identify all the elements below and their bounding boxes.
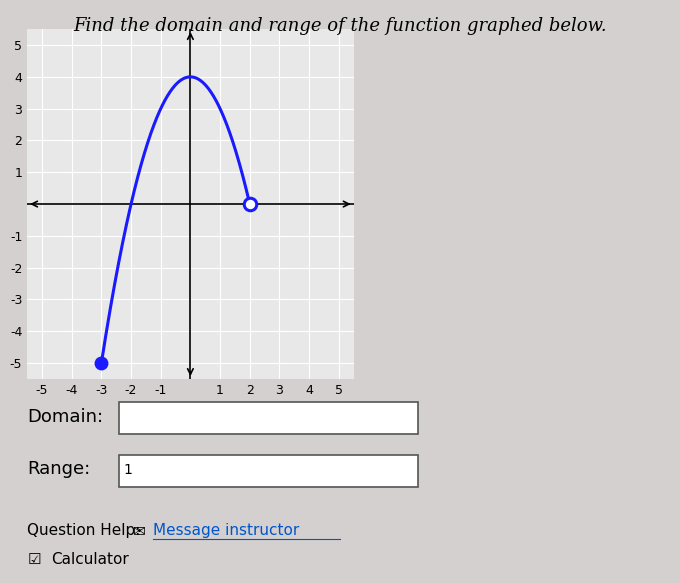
Text: Calculator: Calculator [51, 552, 129, 567]
Text: 1: 1 [124, 463, 133, 477]
Text: ☑: ☑ [27, 552, 41, 567]
Text: Message instructor: Message instructor [153, 523, 299, 538]
Text: ✉: ✉ [133, 523, 146, 538]
Text: Range:: Range: [27, 461, 90, 478]
Text: Question Help:: Question Help: [27, 523, 141, 538]
Text: Domain:: Domain: [27, 408, 103, 426]
Text: Find the domain and range of the function graphed below.: Find the domain and range of the functio… [73, 17, 607, 36]
